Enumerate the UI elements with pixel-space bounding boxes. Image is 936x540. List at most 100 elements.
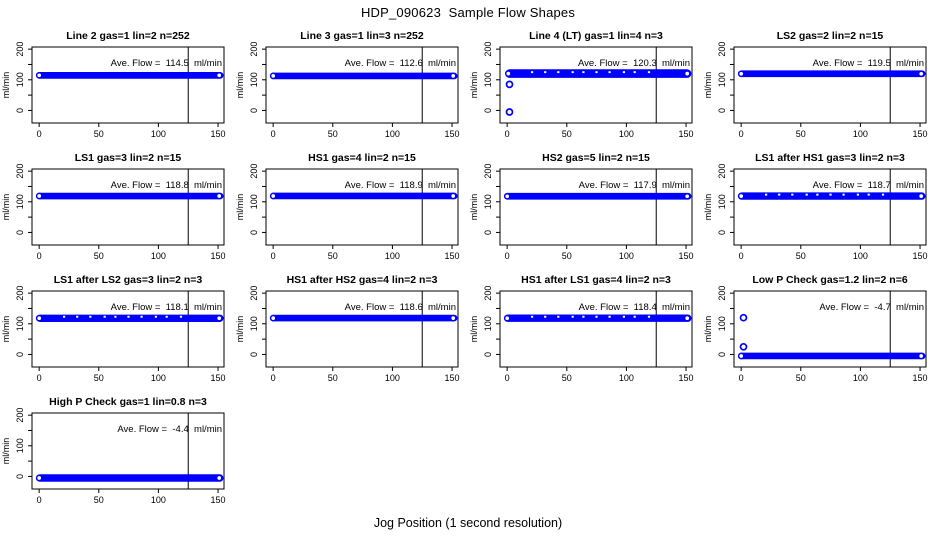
y-tick-label: 0 bbox=[717, 108, 727, 113]
y-axis-title: ml/min bbox=[703, 72, 713, 99]
y-tick-label: 100 bbox=[15, 316, 25, 331]
x-tick-label: 50 bbox=[562, 373, 572, 383]
subplot-12: 0 100 200 ml/min 0 50 100 150 Ave. Flow = -4.4 m… bbox=[1, 396, 226, 505]
x-tick-label: 50 bbox=[796, 251, 806, 261]
ave-flow-annotation: Ave. Flow = 118.4 ml/min bbox=[579, 302, 690, 313]
y-axis-title: ml/min bbox=[1, 438, 11, 465]
x-tick-label: 100 bbox=[619, 129, 634, 139]
x-tick-label: 50 bbox=[94, 251, 104, 261]
band-speckle bbox=[633, 315, 636, 318]
y-tick-label: 200 bbox=[249, 42, 259, 57]
flow-band bbox=[504, 192, 692, 200]
subplot-title: Low P Check gas=1.2 lin=2 n=6 bbox=[752, 274, 907, 286]
x-tick-label: 50 bbox=[328, 373, 338, 383]
plot-box bbox=[31, 168, 225, 246]
flow-band bbox=[738, 70, 926, 78]
flow-band bbox=[505, 69, 692, 78]
subplot-title: LS1 gas=3 lin=2 n=15 bbox=[75, 152, 182, 164]
subplot-title: Line 2 gas=1 lin=2 n=252 bbox=[66, 30, 190, 42]
x-tick-label: 100 bbox=[385, 373, 400, 383]
band-speckle bbox=[842, 193, 845, 196]
band-speckle bbox=[179, 315, 183, 318]
plot-box bbox=[31, 412, 225, 490]
y-tick-label: 200 bbox=[15, 164, 25, 179]
outlier-point bbox=[739, 313, 748, 322]
x-tick-label: 100 bbox=[619, 251, 634, 261]
band-end-point bbox=[737, 70, 745, 78]
band-end-point bbox=[215, 474, 223, 482]
x-tick-label: 0 bbox=[37, 373, 42, 383]
band-end-point bbox=[503, 314, 511, 322]
band-speckle bbox=[140, 315, 143, 318]
band-speckle bbox=[89, 315, 92, 318]
y-tick-label: 0 bbox=[717, 230, 727, 235]
x-tick-label: 0 bbox=[739, 251, 744, 261]
x-tick-label: 150 bbox=[679, 373, 694, 383]
band-speckle bbox=[633, 71, 636, 74]
x-tick-label: 50 bbox=[94, 495, 104, 505]
x-tick-label: 0 bbox=[37, 129, 42, 139]
subplot-5: 0 100 200 ml/min 0 50 100 150 Ave. Flow = 118.9 … bbox=[235, 152, 460, 261]
band-end-point bbox=[35, 71, 43, 79]
y-tick-label: 200 bbox=[717, 286, 727, 301]
y-axis-title: ml/min bbox=[235, 194, 245, 221]
subplot-9: 0 100 200 ml/min 0 50 100 150 Ave. Flow = 118.6 … bbox=[235, 274, 460, 383]
ave-flow-annotation: Ave. Flow = -4.4 ml/min bbox=[117, 424, 222, 435]
band-speckle bbox=[595, 315, 598, 318]
band-speckle bbox=[867, 193, 870, 196]
subplot-title: Line 3 gas=1 lin=3 n=252 bbox=[300, 30, 424, 42]
plot-box bbox=[733, 290, 927, 368]
band-speckle bbox=[608, 315, 611, 318]
plot-box bbox=[499, 290, 693, 368]
x-tick-label: 50 bbox=[328, 251, 338, 261]
subplot-title: LS1 after LS2 gas=3 lin=2 n=3 bbox=[54, 274, 203, 286]
y-tick-label: 100 bbox=[15, 438, 25, 453]
y-tick-label: 100 bbox=[483, 316, 493, 331]
band-end-point bbox=[35, 192, 43, 200]
y-tick-label: 100 bbox=[717, 72, 727, 87]
band-speckle bbox=[765, 193, 768, 196]
band-end-point bbox=[503, 192, 511, 200]
ave-flow-annotation: Ave. Flow = -4.7 ml/min bbox=[819, 302, 924, 313]
y-tick-label: 200 bbox=[15, 408, 25, 423]
subplot-title: LS1 after HS1 gas=3 lin=2 n=3 bbox=[755, 152, 905, 164]
band-speckle bbox=[816, 193, 819, 196]
band-end-point bbox=[917, 352, 925, 360]
flow-band bbox=[36, 314, 224, 322]
flow-band bbox=[270, 192, 458, 200]
band-end-point bbox=[683, 192, 691, 200]
band-speckle bbox=[76, 315, 79, 318]
band-speckle bbox=[114, 315, 117, 318]
y-tick-label: 100 bbox=[249, 194, 259, 209]
y-tick-label: 0 bbox=[483, 108, 493, 113]
plot-box bbox=[733, 46, 927, 124]
flow-band bbox=[270, 72, 458, 80]
y-tick-label: 200 bbox=[15, 286, 25, 301]
band-end-point bbox=[269, 72, 277, 80]
y-tick-label: 100 bbox=[717, 194, 727, 209]
x-tick-label: 100 bbox=[151, 373, 166, 383]
band-speckle bbox=[647, 315, 651, 318]
subplot-1: 0 100 200 ml/min 0 50 100 150 Ave. Flow = 112.6 … bbox=[235, 30, 460, 139]
y-axis-title: ml/min bbox=[469, 194, 479, 221]
ave-flow-annotation: Ave. Flow = 118.8 ml/min bbox=[111, 180, 222, 191]
x-tick-label: 50 bbox=[94, 129, 104, 139]
ave-flow-annotation: Ave. Flow = 118.7 ml/min bbox=[813, 180, 924, 191]
x-tick-label: 0 bbox=[739, 129, 744, 139]
band-speckle bbox=[544, 315, 547, 318]
band-speckle bbox=[582, 71, 585, 74]
x-tick-label: 100 bbox=[385, 251, 400, 261]
x-tick-label: 100 bbox=[853, 251, 868, 261]
subplot-title: HS1 after LS1 gas=4 lin=2 n=3 bbox=[521, 274, 671, 286]
x-tick-label: 0 bbox=[37, 495, 42, 505]
ave-flow-annotation: Ave. Flow = 114.5 ml/min bbox=[111, 58, 222, 69]
y-axis-title: ml/min bbox=[235, 72, 245, 99]
x-tick-label: 150 bbox=[445, 129, 460, 139]
x-tick-label: 50 bbox=[562, 251, 572, 261]
ave-flow-annotation: Ave. Flow = 120.3 ml/min bbox=[578, 58, 690, 69]
y-tick-label: 0 bbox=[249, 108, 259, 113]
subplot-title: HS1 gas=4 lin=2 n=15 bbox=[308, 152, 416, 164]
band-speckle bbox=[881, 193, 885, 196]
y-tick-label: 0 bbox=[483, 352, 493, 357]
band-speckle bbox=[791, 193, 794, 196]
